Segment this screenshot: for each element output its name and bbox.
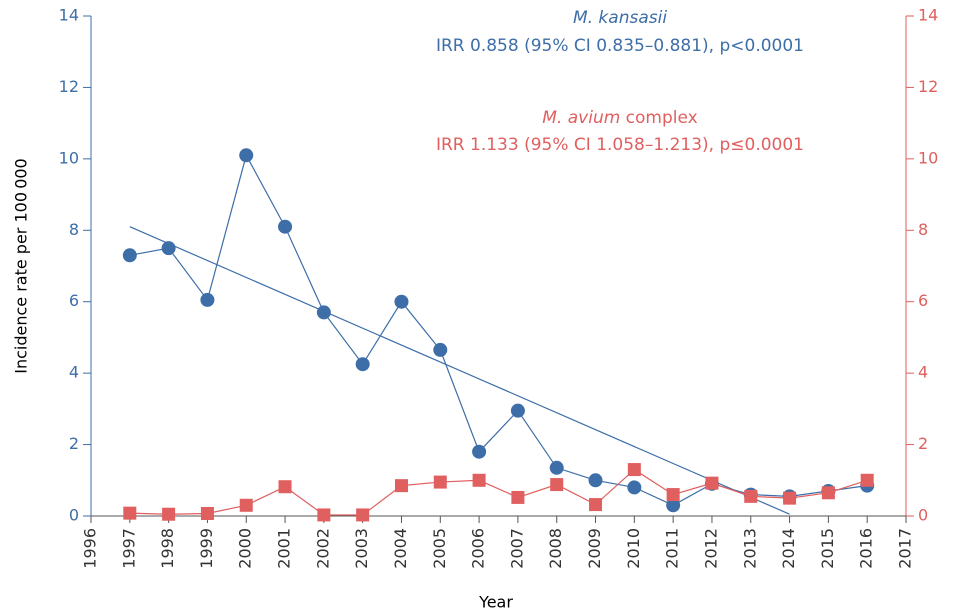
y2-tick-label: 8 <box>918 220 928 239</box>
x-tick-label: 2014 <box>779 528 798 569</box>
marker <box>472 473 486 487</box>
marker <box>511 490 525 504</box>
y-tick-label: 6 <box>69 291 79 310</box>
marker <box>666 488 680 502</box>
marker <box>317 508 331 522</box>
marker <box>162 507 176 521</box>
marker <box>589 498 603 512</box>
x-tick-label: 2001 <box>275 528 294 569</box>
y2-tick-label: 4 <box>918 363 928 382</box>
marker <box>666 498 681 513</box>
y2-tick-label: 6 <box>918 291 928 310</box>
y-tick-label: 2 <box>69 434 79 453</box>
marker <box>510 403 525 418</box>
y-tick-label: 12 <box>59 77 79 96</box>
y-tick-label: 0 <box>69 506 79 525</box>
marker <box>821 486 835 500</box>
y2-tick-label: 14 <box>918 6 938 25</box>
x-tick-label: 2015 <box>818 528 837 569</box>
x-tick-label: 2010 <box>624 528 643 569</box>
annotation-part: M. avium <box>542 108 620 128</box>
y-tick-label: 10 <box>59 148 79 167</box>
y2-tick-label: 12 <box>918 77 938 96</box>
marker <box>355 357 370 372</box>
marker <box>705 476 719 490</box>
marker <box>316 305 331 320</box>
marker <box>550 478 564 492</box>
marker <box>744 489 758 503</box>
x-tick-label: 2007 <box>507 528 526 569</box>
annotation: IRR 0.858 (95% CI 0.835–0.881), p<0.0001 <box>436 36 804 56</box>
marker <box>278 480 292 494</box>
marker <box>394 294 409 309</box>
x-tick-label: 2000 <box>236 528 255 569</box>
annotation: IRR 1.133 (95% CI 1.058–1.213), p≤0.0001 <box>436 135 804 155</box>
x-tick-label: 1999 <box>197 528 216 569</box>
marker <box>200 507 214 520</box>
x-tick-label: 2004 <box>391 528 410 569</box>
y-tick-label: 4 <box>69 363 79 382</box>
trend-line <box>129 226 790 515</box>
marker <box>161 241 176 256</box>
marker <box>433 475 447 489</box>
marker <box>627 463 641 477</box>
marker <box>783 491 797 505</box>
y-tick-label: 8 <box>69 220 79 239</box>
marker <box>860 473 874 487</box>
x-tick-label: 2003 <box>352 528 371 569</box>
marker <box>433 342 448 357</box>
x-tick-label: 2009 <box>585 528 604 569</box>
marker <box>122 248 137 263</box>
annotation: M. kansasii <box>573 8 667 28</box>
y2-tick-label: 0 <box>918 506 928 525</box>
marker <box>123 506 137 520</box>
y-tick-label: 14 <box>59 6 79 25</box>
y2-tick-label: 2 <box>918 434 928 453</box>
x-tick-label: 2006 <box>469 528 488 569</box>
marker <box>627 480 642 495</box>
annotation: M. avium complex <box>542 108 697 128</box>
x-tick-label: 2005 <box>430 528 449 569</box>
x-tick-label: 2002 <box>313 528 332 569</box>
x-tick-label: 2008 <box>546 528 565 569</box>
marker <box>278 219 293 234</box>
annotation-part: complex <box>620 108 697 128</box>
marker <box>472 444 487 459</box>
x-axis-label: Year <box>478 593 513 612</box>
marker <box>394 479 408 493</box>
marker <box>239 498 253 512</box>
marker <box>356 508 370 522</box>
y2-tick-label: 10 <box>918 148 938 167</box>
series-line <box>129 153 868 506</box>
x-tick-label: 2016 <box>857 528 876 569</box>
x-tick-label: 1997 <box>119 528 138 569</box>
x-tick-label: 2013 <box>740 528 759 569</box>
x-tick-label: 2011 <box>663 528 682 569</box>
x-tick-label: 2017 <box>896 528 915 569</box>
y-axis-label: Incidence rate per 100 000 <box>12 158 31 374</box>
marker <box>200 292 215 307</box>
marker <box>239 148 254 163</box>
x-tick-label: 2012 <box>701 528 720 569</box>
marker <box>549 460 564 475</box>
x-tick-label: 1996 <box>81 528 100 569</box>
x-tick-label: 1998 <box>158 528 177 569</box>
marker <box>588 473 603 488</box>
